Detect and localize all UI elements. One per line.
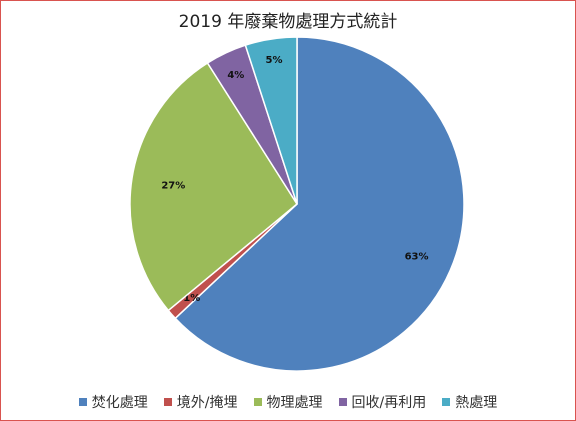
chart-title: 2019 年廢棄物處理方式統計 xyxy=(178,12,398,32)
data-label: 63% xyxy=(405,252,429,263)
legend-item: 焚化處理 xyxy=(78,392,148,412)
legend-label: 焚化處理 xyxy=(91,395,148,411)
legend-label: 熱處理 xyxy=(455,395,498,411)
legend-item: 物理處理 xyxy=(253,392,323,412)
data-label: 1% xyxy=(183,293,200,304)
legend-swatch xyxy=(253,398,262,406)
pie-slice xyxy=(129,61,298,312)
pie-slice xyxy=(174,36,465,372)
legend-item: 境外/掩埋 xyxy=(163,392,238,412)
legend-swatch xyxy=(78,398,87,406)
legend-label: 物理處理 xyxy=(266,395,323,411)
legend-label: 境外/掩埋 xyxy=(176,395,238,411)
legend-swatch xyxy=(163,398,172,406)
legend-swatch xyxy=(442,398,451,406)
pie-slice xyxy=(244,36,298,205)
legend-label: 回收/再利用 xyxy=(351,395,427,411)
data-label: 27% xyxy=(161,180,185,191)
legend-swatch xyxy=(338,398,347,406)
pie-chart: 63% 1% 27% 4% 5% xyxy=(129,36,465,372)
chart-legend: 焚化處理 境外/掩埋 物理處理 回收/再利用 熱處理 xyxy=(1,387,575,417)
data-label: 4% xyxy=(227,70,244,81)
legend-item: 熱處理 xyxy=(442,392,497,412)
data-label: 5% xyxy=(266,55,283,66)
legend-item: 回收/再利用 xyxy=(338,392,427,412)
